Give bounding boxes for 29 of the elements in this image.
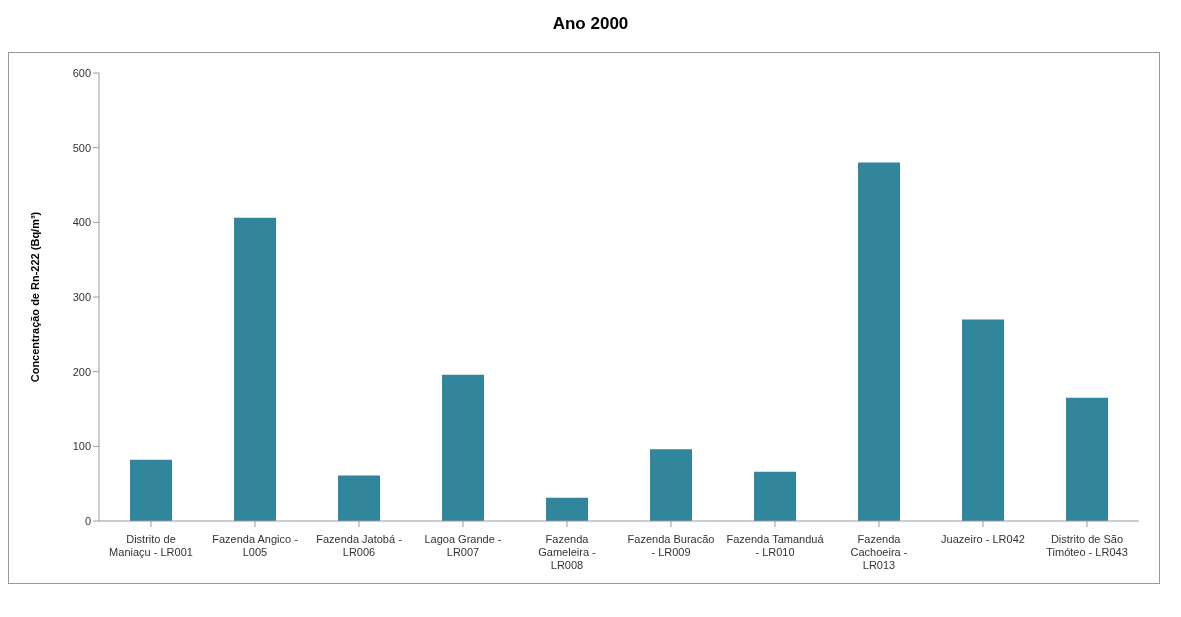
- bar: [234, 217, 276, 521]
- y-tick-label: 100: [72, 440, 91, 453]
- bar: [754, 471, 796, 521]
- bar: [546, 497, 588, 521]
- x-tick-label: Fazenda Jatobá - LR006: [316, 533, 403, 558]
- bar: [338, 475, 380, 521]
- y-tick-label: 0: [84, 514, 91, 527]
- x-tick-label: Juazeiro - LR042: [941, 533, 1025, 545]
- y-tick-label: 200: [72, 365, 91, 378]
- chart-title: Ano 2000: [551, 14, 630, 34]
- x-tick-label: Distrito de Maniaçu - LR001: [109, 533, 193, 558]
- bar: [650, 449, 692, 521]
- y-tick-label: 600: [72, 66, 91, 79]
- bar: [858, 162, 900, 521]
- x-tick-label: Distrito de São Timóteo - LR043: [1046, 533, 1128, 558]
- x-tick-label: Fazenda Angico - L005: [212, 533, 299, 558]
- bar: [130, 459, 172, 521]
- bar: [1066, 397, 1108, 521]
- x-tick-label: Lagoa Grande - LR007: [424, 533, 502, 558]
- y-tick-label: 500: [72, 141, 91, 154]
- y-tick-label: 300: [72, 290, 91, 303]
- y-axis-title: Concentração de Rn-222 (Bq/m³): [28, 211, 41, 383]
- x-tick-label: Fazenda Cachoeira - LR013: [850, 533, 908, 571]
- y-tick-label: 400: [72, 216, 91, 229]
- x-tick-label: Fazenda Buracão - LR009: [627, 533, 715, 558]
- bar: [442, 374, 484, 521]
- x-tick-label: Fazenda Gameleira - LR008: [538, 533, 597, 571]
- bar: [962, 319, 1004, 521]
- x-tick-label: Fazenda Tamanduá - LR010: [726, 533, 825, 558]
